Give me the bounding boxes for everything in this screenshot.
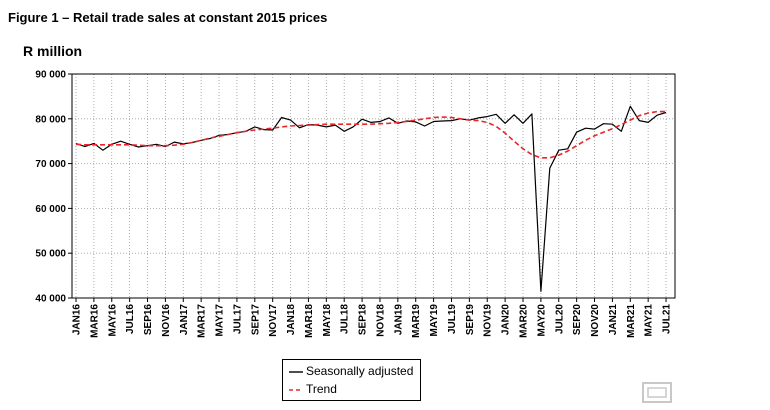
- x-tick-label: SEP19: [465, 304, 476, 336]
- x-tick-label: JUL21: [662, 304, 673, 334]
- series-line-trend: [75, 110, 666, 159]
- y-axis-label: R million: [23, 43, 83, 59]
- x-tick-label: JAN16: [72, 304, 83, 336]
- x-tick-label: NOV17: [268, 304, 279, 337]
- x-tick-label: JUL17: [232, 304, 243, 334]
- legend-solid-line-icon: [289, 371, 303, 373]
- x-tick-label: MAY20: [536, 304, 547, 337]
- y-tick-label: 60 000: [35, 204, 66, 215]
- x-tick-label: SEP16: [143, 304, 154, 336]
- x-tick-label: NOV19: [483, 304, 494, 337]
- x-tick-label: JUL19: [447, 304, 458, 334]
- x-tick-label: MAY17: [215, 304, 226, 337]
- legend-label: Trend: [306, 382, 337, 396]
- grid-layer: [72, 74, 675, 298]
- figure-title: Figure 1 – Retail trade sales at constan…: [8, 10, 328, 25]
- x-tick-label: MAR20: [519, 304, 530, 338]
- legend-label: Seasonally adjusted: [306, 364, 414, 378]
- series-layer: [75, 105, 667, 292]
- y-tick-label: 40 000: [35, 294, 66, 305]
- x-tick-label: JUL16: [125, 304, 136, 334]
- x-tick-label: JAN19: [393, 304, 404, 336]
- x-tick-label: MAY21: [644, 304, 655, 337]
- x-tick-label: JAN21: [608, 304, 619, 336]
- x-tick-label: JUL20: [554, 304, 565, 334]
- x-tick-label: SEP18: [358, 304, 369, 336]
- plot-frame: [71, 73, 676, 299]
- x-tick-label: JAN17: [179, 304, 190, 336]
- x-tick-label: JAN20: [501, 304, 512, 336]
- fullscreen-icon[interactable]: [641, 380, 675, 404]
- y-tick-label: 70 000: [35, 159, 66, 170]
- y-tick-label: 50 000: [35, 249, 66, 260]
- legend-dashed-line-icon: [289, 389, 303, 391]
- y-tick-label: 80 000: [35, 114, 66, 125]
- x-tick-label: MAR18: [304, 304, 315, 338]
- x-tick-label: MAR19: [411, 304, 422, 338]
- legend-item-seasonally-adjusted: Seasonally adjusted: [289, 363, 413, 379]
- y-tick-label: 90 000: [35, 70, 66, 81]
- x-tick-label: MAY16: [107, 304, 118, 337]
- legend-item-trend: Trend: [289, 381, 337, 397]
- x-tick-label: MAY18: [322, 304, 333, 337]
- legend: Seasonally adjusted Trend: [282, 359, 421, 401]
- x-tick-label: JUL18: [340, 304, 351, 334]
- x-tick-label: MAR21: [626, 304, 637, 338]
- x-tick-label: MAR17: [197, 304, 208, 338]
- x-tick-label: SEP20: [572, 304, 583, 336]
- x-tick-label: NOV16: [161, 304, 172, 337]
- x-tick-label: SEP17: [250, 304, 261, 336]
- series-line-seasonally-adjusted: [75, 105, 667, 292]
- tick-layer: 40 000 50 000 60 000 70 000 80 000 90 000 JAN1…: [35, 70, 672, 338]
- x-tick-label: MAR16: [89, 304, 100, 338]
- x-tick-label: JAN18: [286, 304, 297, 336]
- x-tick-label: NOV18: [375, 304, 386, 337]
- x-tick-label: NOV20: [590, 304, 601, 337]
- x-tick-label: MAY19: [429, 304, 440, 337]
